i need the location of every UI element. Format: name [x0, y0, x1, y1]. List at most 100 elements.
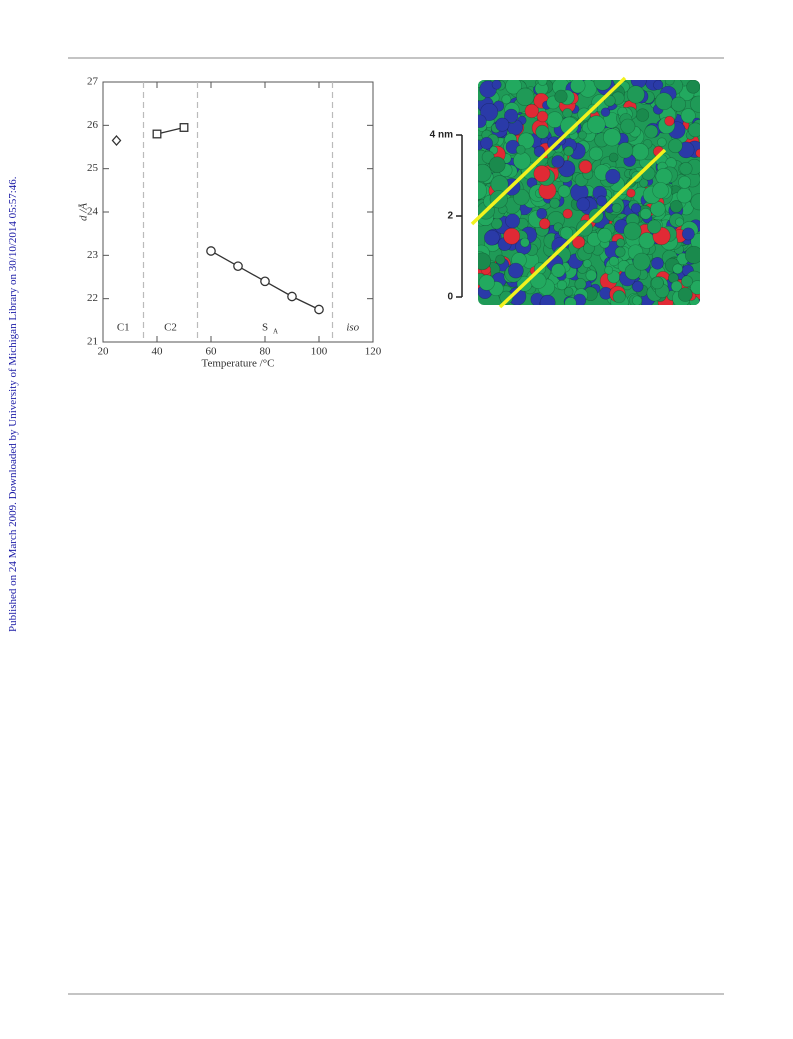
sphere	[585, 269, 597, 282]
sphere	[560, 116, 579, 136]
sphere	[639, 207, 652, 220]
data-point	[152, 129, 162, 139]
sphere	[501, 94, 512, 105]
sphere	[623, 222, 642, 241]
sphere	[604, 265, 614, 275]
sphere	[517, 132, 535, 150]
y-axis-label: d /Å	[78, 203, 90, 221]
sphere	[638, 232, 656, 249]
sphere	[539, 294, 556, 305]
sphere	[675, 217, 684, 227]
sphere	[491, 80, 502, 90]
sphere	[651, 256, 664, 270]
sphere	[655, 168, 673, 185]
sphere	[604, 94, 616, 107]
sphere	[536, 110, 549, 123]
sphere	[530, 272, 547, 289]
phase-label: iso	[346, 322, 359, 334]
sphere	[576, 197, 591, 212]
sphere	[635, 108, 650, 122]
x-tick-label: 20	[98, 346, 110, 358]
data-point	[260, 276, 270, 287]
layer-line	[498, 148, 667, 309]
sphere	[508, 262, 524, 279]
sphere	[672, 263, 683, 275]
sphere	[574, 278, 587, 291]
layer-line	[470, 76, 627, 226]
sphere	[669, 200, 683, 213]
sphere	[690, 95, 700, 113]
phase-label: C1	[117, 322, 130, 334]
sphere	[596, 195, 608, 207]
sphere	[626, 85, 645, 104]
sphere	[616, 238, 626, 248]
sphere	[587, 115, 606, 134]
sphere	[554, 89, 568, 103]
sphere	[655, 92, 673, 111]
data-point	[287, 291, 297, 302]
sphere	[478, 181, 488, 200]
y-tick-label: 27	[87, 76, 99, 88]
sphere	[589, 146, 604, 161]
sphere	[620, 118, 636, 134]
simulation-image	[470, 76, 700, 309]
sphere	[549, 197, 561, 209]
scale-label: 4 nm	[430, 130, 453, 141]
sphere	[504, 108, 519, 123]
sphere	[536, 208, 548, 219]
sphere	[653, 80, 664, 91]
x-tick-label: 40	[152, 346, 164, 358]
x-axis-label: Temperature /°C	[202, 358, 275, 370]
sphere	[564, 296, 577, 305]
sphere	[478, 252, 491, 271]
sphere	[597, 227, 613, 243]
sphere	[533, 145, 546, 158]
sphere	[681, 227, 695, 241]
sphere	[560, 226, 574, 240]
x-tick-label: 100	[311, 346, 328, 358]
sphere	[562, 208, 573, 219]
sphere	[631, 280, 644, 293]
scale-bar: 4 nm 2 0	[430, 130, 463, 303]
sphere	[563, 286, 574, 297]
sphere	[488, 156, 506, 173]
sphere	[652, 182, 669, 199]
x-tick-label: 60	[206, 346, 218, 358]
sphere	[478, 114, 487, 129]
x-tick-label: 80	[260, 346, 272, 358]
sphere	[577, 107, 591, 122]
y-tick-label: 21	[87, 336, 98, 348]
sphere	[539, 218, 551, 230]
sphere	[582, 259, 592, 269]
scale-label: 2	[447, 211, 453, 222]
sphere	[577, 130, 587, 140]
sphere	[679, 162, 693, 176]
sphere	[537, 80, 548, 86]
sphere	[557, 184, 571, 198]
series-line	[156, 126, 185, 135]
sphere	[563, 145, 574, 157]
y-tick-label: 22	[87, 292, 98, 304]
sphere	[478, 274, 495, 291]
sphere	[639, 178, 649, 188]
sphere	[612, 290, 626, 304]
sphere	[535, 124, 550, 139]
sphere	[664, 115, 675, 127]
sphere	[686, 80, 700, 94]
sphere	[602, 128, 622, 147]
sphere	[515, 144, 526, 155]
sphere	[695, 148, 700, 158]
sphere	[681, 275, 693, 288]
data-point	[233, 261, 243, 272]
sphere	[480, 103, 499, 122]
sphere	[562, 108, 573, 119]
sphere	[551, 155, 565, 168]
data-point	[179, 123, 189, 132]
sphere	[608, 152, 619, 163]
sphere	[516, 87, 535, 107]
sphere	[484, 229, 500, 246]
sphere	[626, 188, 636, 198]
sphere	[668, 138, 683, 154]
